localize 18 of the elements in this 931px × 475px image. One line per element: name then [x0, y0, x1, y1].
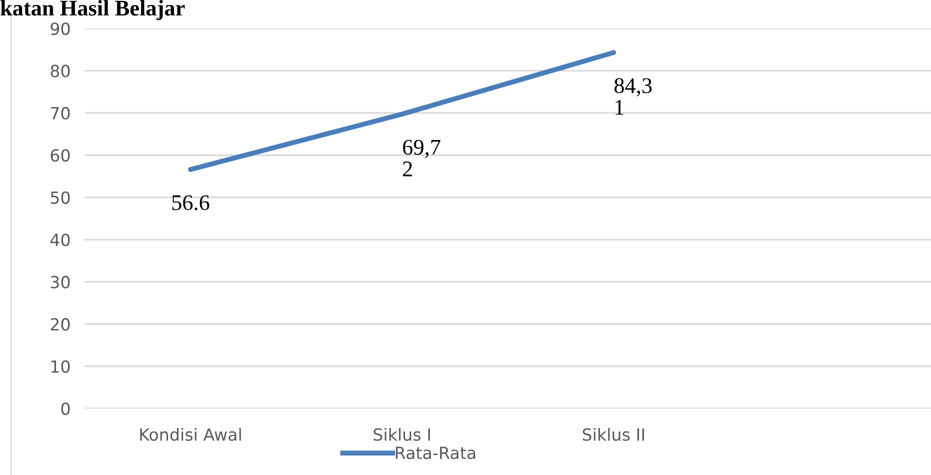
y-tick-label: 20 [50, 318, 70, 331]
y-tick-label: 60 [50, 149, 70, 162]
y-tick-label: 90 [50, 22, 70, 36]
y-tick-label: 40 [50, 234, 70, 246]
y-tick-label: 30 [50, 276, 70, 288]
y-tick-label: 70 [50, 106, 70, 120]
x-tick-label: Siklus II [582, 428, 644, 441]
y-tick-label: 50 [50, 191, 70, 204]
chart-title: katan Hasil Belajar [0, 0, 185, 20]
data-label: 56.6 [172, 195, 210, 210]
legend-label: Rata-Rata [396, 446, 476, 460]
data-label: 69,7 2 [403, 140, 440, 176]
y-tick-label: 80 [50, 64, 70, 78]
x-tick-label: Kondisi Awal [140, 428, 241, 441]
data-label: 84,3 1 [614, 78, 652, 115]
x-tick-label: Siklus I [374, 428, 430, 441]
y-tick-label: 10 [51, 360, 70, 373]
y-tick-label: 0 [61, 402, 70, 416]
